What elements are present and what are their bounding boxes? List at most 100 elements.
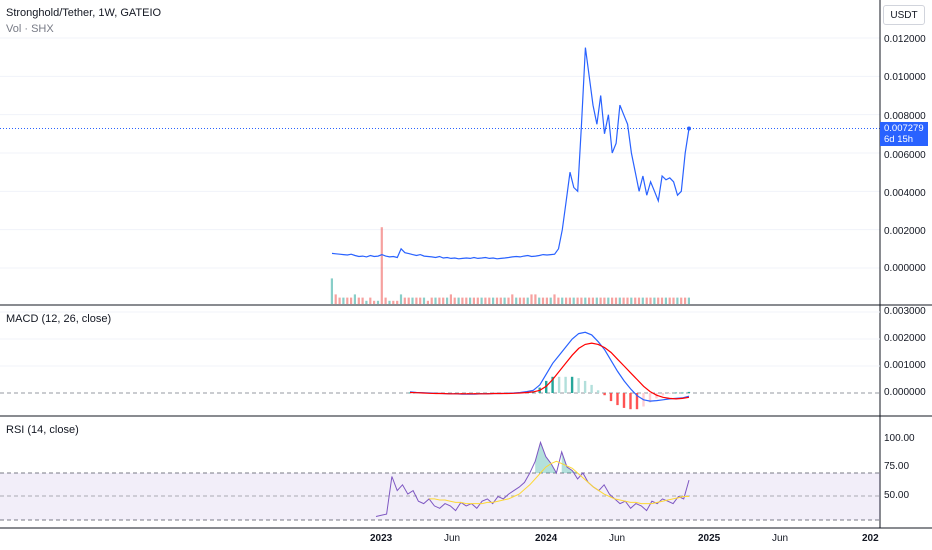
price-line bbox=[331, 47, 690, 260]
volume-bar bbox=[668, 297, 671, 304]
volume-bar bbox=[576, 297, 579, 304]
volume-bar bbox=[526, 297, 529, 304]
macd-histogram-bar bbox=[674, 392, 678, 394]
volume-bar bbox=[611, 297, 614, 304]
macd-legend[interactable]: MACD (12, 26, close) bbox=[6, 313, 112, 325]
volume-bar bbox=[660, 297, 664, 304]
volume-bar bbox=[422, 297, 426, 304]
macd-axis-label: 0.000000 bbox=[884, 387, 926, 398]
volume-bar bbox=[637, 297, 641, 304]
price-axis-label: 0.004000 bbox=[884, 188, 926, 199]
symbol-title[interactable]: Stronghold/Tether, 1W, GATEIO bbox=[6, 7, 162, 19]
volume-bar bbox=[584, 297, 587, 304]
macd-histogram-bar bbox=[687, 391, 691, 393]
volume-bar bbox=[580, 297, 583, 304]
macd-histogram-bar bbox=[616, 393, 619, 406]
rsi-axis-label: 50.00 bbox=[884, 490, 910, 501]
volume-bar bbox=[653, 297, 656, 304]
macd-axis-label: 0.003000 bbox=[884, 306, 926, 317]
volume-bar bbox=[338, 297, 341, 304]
time-axis-label: 2023 bbox=[370, 533, 393, 544]
volume-bar bbox=[541, 297, 545, 304]
volume-bar bbox=[595, 297, 598, 304]
volume-bar bbox=[568, 297, 571, 304]
time-axis-label: Jun bbox=[772, 533, 789, 544]
volume-bar bbox=[346, 297, 349, 304]
macd-histogram-bar bbox=[596, 390, 600, 393]
volume-legend[interactable]: Vol · SHX bbox=[6, 23, 54, 35]
volume-bar bbox=[626, 297, 629, 304]
volume-bar bbox=[634, 297, 637, 304]
volume-bar bbox=[645, 297, 648, 304]
time-axis-label: 2024 bbox=[535, 533, 558, 544]
macd-histogram-bar bbox=[668, 393, 671, 394]
macd-axis-label: 0.002000 bbox=[884, 333, 926, 344]
volume-bar bbox=[353, 294, 356, 304]
volume-bar bbox=[503, 297, 506, 304]
volume-bar bbox=[334, 294, 337, 304]
volume-bar bbox=[618, 297, 621, 304]
volume-bar bbox=[426, 300, 429, 304]
volume-bar bbox=[449, 294, 452, 304]
volume-bar bbox=[641, 297, 644, 304]
macd-histogram-bar bbox=[577, 378, 580, 393]
volume-bar bbox=[342, 297, 345, 304]
time-axis-label: Jun bbox=[609, 533, 626, 544]
volume-bar bbox=[572, 297, 575, 304]
price-axis-label: 0.000000 bbox=[884, 263, 926, 274]
volume-bar bbox=[557, 297, 560, 304]
volume-bar bbox=[430, 297, 433, 304]
volume-bar bbox=[522, 297, 525, 304]
volume-bar bbox=[415, 297, 418, 304]
price-axis-label: 0.010000 bbox=[884, 72, 926, 83]
volume-bar bbox=[684, 297, 687, 304]
volume-bar bbox=[499, 297, 502, 304]
macd-line bbox=[409, 331, 690, 402]
bar-countdown: 6d 15h bbox=[884, 134, 914, 146]
macd-histogram-bar bbox=[551, 376, 554, 393]
macd-histogram-bar bbox=[661, 393, 665, 396]
volume-bar bbox=[680, 297, 683, 304]
volume-bar bbox=[549, 297, 552, 304]
rsi-line bbox=[375, 440, 690, 517]
volume-bar bbox=[411, 297, 414, 304]
price-axis-label: 0.006000 bbox=[884, 150, 926, 161]
volume-bar bbox=[399, 294, 403, 304]
volume-bar bbox=[614, 297, 618, 304]
volume-bar bbox=[511, 294, 514, 304]
macd-histogram-bar bbox=[408, 392, 412, 394]
volume-bar bbox=[384, 297, 387, 304]
volume-bar bbox=[396, 300, 399, 304]
price-grid bbox=[0, 37, 880, 269]
macd-histogram-bar bbox=[590, 384, 593, 393]
volume-bar bbox=[507, 297, 510, 304]
volume-bar bbox=[534, 294, 537, 304]
volume-bar bbox=[676, 297, 679, 304]
volume-bar bbox=[607, 297, 610, 304]
rsi-legend[interactable]: RSI (14, close) bbox=[6, 424, 79, 436]
price-axis-label: 0.012000 bbox=[884, 34, 926, 45]
volume-bar bbox=[350, 297, 353, 304]
volume-bar bbox=[357, 297, 360, 304]
rsi-ma-line bbox=[429, 460, 689, 505]
volume-bar bbox=[361, 297, 364, 304]
volume-bar bbox=[461, 297, 464, 304]
volume-bar bbox=[442, 297, 445, 304]
volume-bar bbox=[446, 297, 449, 304]
time-axis-label: 202 bbox=[862, 533, 879, 544]
volume-bar bbox=[419, 297, 422, 304]
volume-bar bbox=[380, 227, 383, 304]
last-price-tag: 0.007279 6d 15h bbox=[880, 122, 928, 147]
rsi-band bbox=[0, 473, 880, 520]
rsi-overbought-fill bbox=[535, 442, 578, 473]
volume-bar bbox=[553, 294, 556, 304]
currency-button[interactable]: USDT bbox=[883, 5, 925, 25]
volume-bar bbox=[376, 300, 380, 304]
time-axis-label: 2025 bbox=[698, 533, 721, 544]
price-axis-label: 0.002000 bbox=[884, 226, 926, 237]
volume-bar bbox=[630, 297, 633, 304]
price-axis-label: 0.008000 bbox=[884, 111, 926, 122]
macd-histogram-bar bbox=[603, 393, 606, 396]
macd-histogram-bar bbox=[609, 393, 613, 402]
